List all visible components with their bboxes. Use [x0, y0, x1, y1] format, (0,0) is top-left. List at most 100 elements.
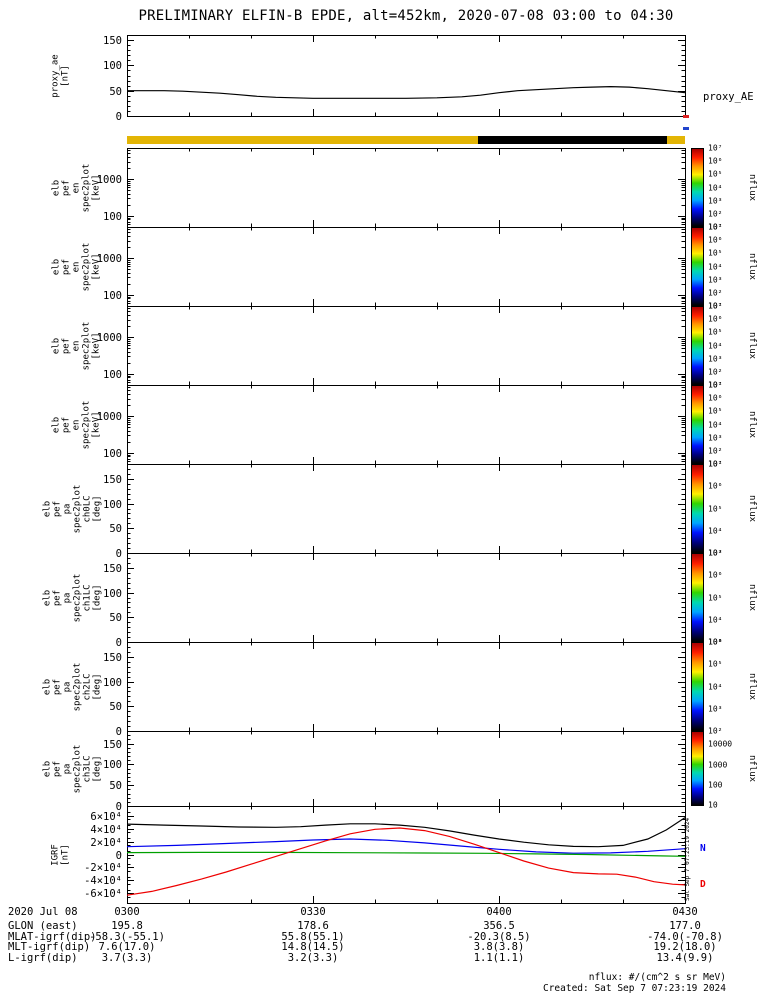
- pa-ch3-ytick-label: 0: [115, 800, 122, 813]
- en-ch0-colorbar-tick-label: 10¹: [708, 222, 723, 232]
- axis-label-line: [keV]: [91, 410, 101, 439]
- axis-label-line: spec2plot: [72, 744, 82, 793]
- pa-ch1-colorbar: [691, 553, 704, 642]
- axis-label-line: elb: [51, 337, 61, 354]
- pa-ch2-ytick-label: 100: [103, 676, 122, 689]
- en-ch1-colorbar-tick-label: 10⁶: [708, 235, 723, 245]
- axis-label-line: pa: [62, 592, 72, 603]
- axis-label-line: pa: [62, 763, 72, 774]
- plot-title: PRELIMINARY ELFIN-B EPDE, alt=452km, 202…: [138, 8, 674, 24]
- xtick-label: 0330: [300, 906, 326, 918]
- axis-label-line: IGRF: [50, 843, 60, 866]
- en-ch3-colorbar: [691, 385, 704, 464]
- pa-ch1-ytick-label: 50: [109, 611, 122, 624]
- proxy-ae-ytick-label: 50: [109, 85, 122, 98]
- axis-label-line: pef: [52, 760, 62, 777]
- axis-label-line: elb: [42, 760, 52, 777]
- pa-ch1-colorbar-tick-label: 10⁷: [708, 548, 723, 558]
- en-ch2-yticks: [127, 308, 685, 383]
- pa-ch3-ytick-label: 50: [109, 779, 122, 792]
- axis-label-line: elb: [51, 416, 61, 433]
- pa-ch1-ytick-label: 100: [103, 587, 122, 600]
- bottom-row-value: 7.6(17.0): [98, 941, 156, 953]
- pa-ch1-colorbar-tick-label: 10⁵: [708, 593, 723, 602]
- position-bar-marker-0: [683, 115, 689, 118]
- xtick-label: 0300: [114, 906, 140, 918]
- pa-ch0-colorbar-tick-label: 10⁶: [708, 481, 723, 491]
- en-ch3-colorbar-tick-label: 10⁶: [708, 393, 723, 403]
- axis-label-line: proxy_ae: [50, 53, 60, 98]
- pa-ch2-ytick-label: 0: [115, 725, 122, 738]
- en-ch1-colorbar-tick-label: 10²: [708, 288, 723, 298]
- pa-ch2-frame: [127, 642, 686, 732]
- position-bar-segment-1: [477, 136, 668, 144]
- igrf-ytick-label: -2×10⁴: [84, 861, 122, 874]
- en-ch0-xticks: [127, 148, 686, 227]
- igrf-xticks: [127, 806, 686, 903]
- proxy-ae-series-line: [127, 85, 686, 99]
- axis-label-line: [deg]: [92, 672, 102, 701]
- proxy-ae-axis-label: proxy_ae [nT]: [50, 35, 70, 116]
- en-ch0-ytick-label: 100: [103, 210, 122, 223]
- pa-ch2-yticks: [127, 647, 685, 732]
- en-ch0-colorbar-tick-label: 10²: [708, 209, 723, 219]
- en-ch3-frame: [127, 385, 686, 465]
- en-ch0-colorbar: [691, 148, 704, 227]
- axis-label-line: en: [71, 419, 81, 430]
- en-ch1-colorbar-tick-label: 10⁷: [708, 222, 723, 232]
- pa-ch2-colorbar-tick-label: 10²: [708, 726, 723, 736]
- axis-label-line: spec2plot: [72, 662, 82, 711]
- en-ch1-ytick-label: 1000: [96, 252, 122, 265]
- axis-label-line: ch1LC: [82, 583, 92, 612]
- axis-label-line: ch3LC: [82, 754, 92, 783]
- axis-label-line: spec2plot: [72, 573, 82, 622]
- xtick-label: 0430: [672, 906, 698, 918]
- igrf-ytick-label: -6×10⁴: [84, 887, 122, 900]
- en-ch0-colorbar-title: nflux: [747, 173, 757, 201]
- axis-label-line: spec2plot: [72, 484, 82, 533]
- pa-ch2-ytick-label: 150: [103, 651, 122, 664]
- en-ch2-colorbar-tick-label: 10⁷: [708, 301, 723, 311]
- igrf-yticks: [127, 812, 685, 898]
- en-ch0-colorbar-tick-label: 10⁶: [708, 156, 723, 166]
- axis-label-line: en: [71, 340, 81, 351]
- pa-ch2-colorbar: [691, 642, 704, 731]
- en-ch0-colorbar-tick-label: 10³: [708, 196, 723, 206]
- proxy-ae-ytick-label: 100: [103, 59, 122, 72]
- en-ch2-ytick-label: 1000: [96, 331, 122, 344]
- footer-created: Created: Sat Sep 7 07:23:19 2024: [542, 983, 726, 994]
- axis-label-line: pa: [62, 503, 72, 514]
- bottom-row-label: GLON (east): [8, 920, 78, 932]
- axis-label-line: en: [71, 182, 81, 193]
- en-ch1-ytick-label: 100: [103, 289, 122, 302]
- axis-label-line: [deg]: [92, 754, 102, 783]
- pa-ch1-yticks: [127, 558, 685, 643]
- en-ch3-colorbar-tick-label: 10¹: [708, 459, 723, 469]
- igrf-series-N: [126, 838, 686, 854]
- pa-ch0-ytick-label: 100: [103, 498, 122, 511]
- pa-ch3-yticks: [127, 735, 685, 807]
- en-ch2-colorbar-tick-label: 10⁶: [708, 314, 723, 324]
- pa-ch2-colorbar-tick-label: 10⁴: [708, 682, 723, 691]
- en-ch3-colorbar-title: nflux: [747, 410, 757, 438]
- pa-ch1-colorbar-tick-label: 10³: [708, 637, 723, 647]
- pa-ch0-colorbar-title: nflux: [747, 494, 757, 522]
- pa-ch2-colorbar-tick-label: 10⁶: [708, 637, 723, 647]
- pa-ch1-colorbar-tick-label: 10⁶: [708, 570, 723, 580]
- axis-label-line: [deg]: [92, 494, 102, 523]
- en-ch0-axis-label: elb pef en spec2plot [keV]: [51, 148, 101, 227]
- bottom-row-value: 14.8(14.5): [281, 941, 345, 953]
- position-bar-marker-1: [683, 127, 689, 130]
- en-ch1-colorbar-tick-label: 10⁴: [708, 262, 723, 271]
- axis-label-line: pef: [61, 337, 71, 354]
- pa-ch0-colorbar-tick-label: 10⁴: [708, 526, 723, 536]
- axis-label-line: spec2plot: [81, 163, 91, 212]
- pa-ch0-ytick-label: 50: [109, 522, 122, 535]
- bottom-row-value: 55.8(55.1): [281, 930, 345, 943]
- pa-ch0-colorbar-tick-label: 10³: [708, 548, 723, 558]
- axis-label-line: [nT]: [60, 64, 70, 87]
- pa-ch3-ytick-label: 150: [103, 738, 122, 751]
- axis-label-line: pef: [61, 179, 71, 196]
- pa-ch0-axis-label: elb pef pa spec2plot ch0LC [deg]: [42, 464, 102, 553]
- bottom-row-value: 3.7(3.3): [101, 951, 153, 964]
